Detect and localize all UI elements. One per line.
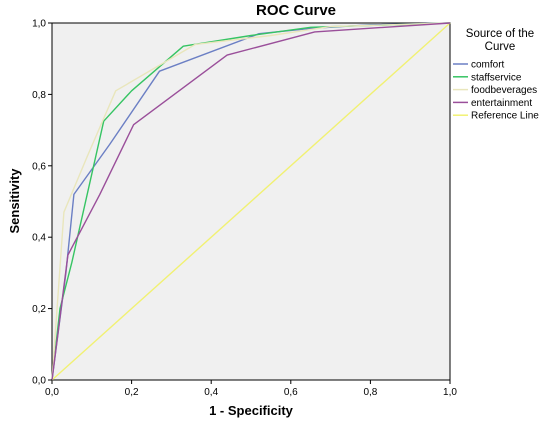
x-axis-title: 1 - Specificity <box>209 403 294 418</box>
legend-label-staffservice: staffservice <box>471 72 522 83</box>
series-line-staffservice <box>51 22 451 381</box>
series-line-entertainment <box>51 22 451 381</box>
series-line-foodbeverages <box>51 22 451 381</box>
axis-layer: 0,0 0,2 0,4 0,6 0,8 1,0 0,0 0,2 0,4 0,6 0,8 1,0 <box>32 19 457 399</box>
series-line-reference-line <box>51 22 451 381</box>
legend-title-line-2: Curve <box>485 41 516 53</box>
legend-label-foodbeverages: foodbeverages <box>471 85 537 96</box>
y-tick-label: 0,2 <box>32 304 46 315</box>
legend-label-reference-line: Reference Line <box>471 111 539 122</box>
x-tick-label: 0,2 <box>125 387 139 398</box>
y-tick-label: 1,0 <box>32 19 46 30</box>
y-tick-label: 0,0 <box>32 376 46 387</box>
x-tick-label: 0,4 <box>204 387 218 398</box>
y-axis-title: Sensitivity <box>7 168 22 234</box>
legend-label-entertainment: entertainment <box>471 98 532 109</box>
chart-title: ROC Curve <box>256 2 336 19</box>
x-tick-label: 0,0 <box>45 387 59 398</box>
legend-title-line-1: Source of the <box>466 28 534 40</box>
x-tick-label: 0,6 <box>284 387 298 398</box>
y-tick-label: 0,4 <box>32 233 46 244</box>
x-tick-label: 1,0 <box>443 387 457 398</box>
y-tick-label: 0,8 <box>32 90 46 101</box>
legend-label-comfort: comfort <box>471 60 505 71</box>
series-layer <box>51 22 451 381</box>
x-tick-label: 0,8 <box>363 387 377 398</box>
y-tick-label: 0,6 <box>32 161 46 172</box>
